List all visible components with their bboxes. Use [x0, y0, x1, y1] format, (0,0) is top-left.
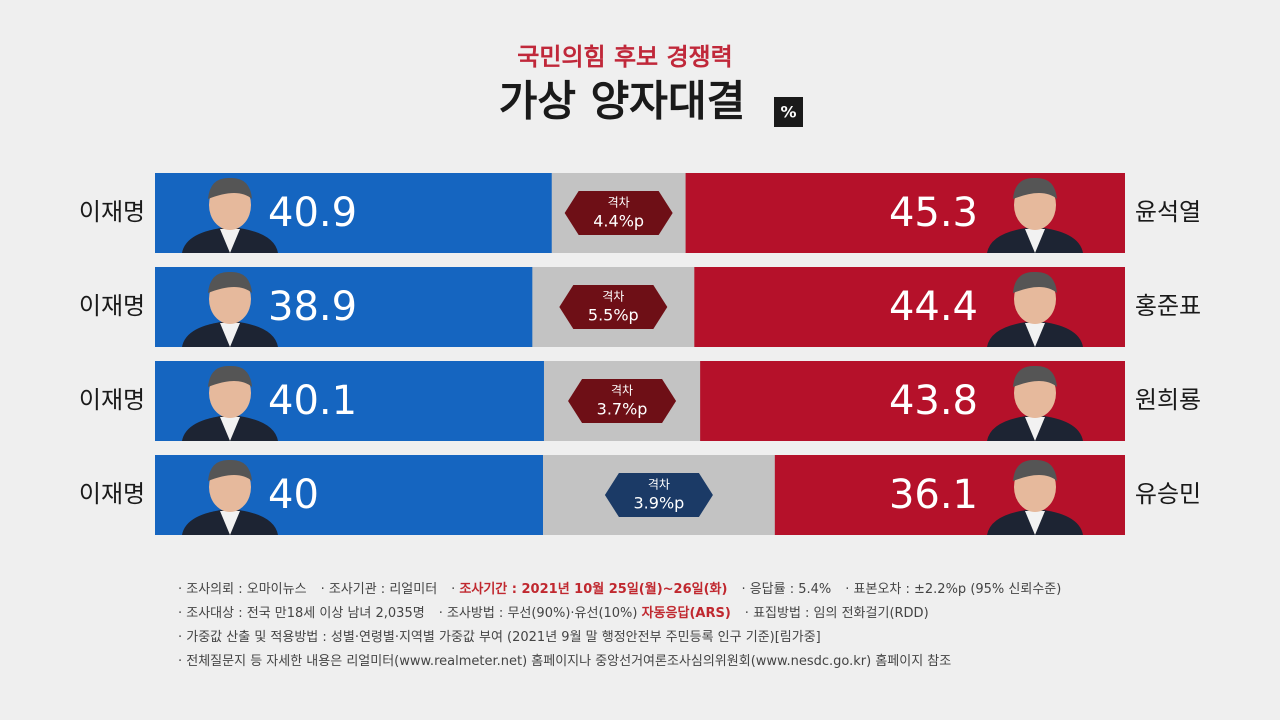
note-text: 조사방법 : 무선(90%)·유선(10%) — [446, 606, 642, 621]
photo-shirt — [220, 511, 240, 535]
note-line: 전체질문지 등 자세한 내용은 리얼미터(www.realmeter.net) … — [178, 650, 1075, 674]
gap-label: 3.9%p — [634, 494, 685, 513]
chart-subtitle: 가상 양자대결 — [499, 77, 745, 126]
note-text: 조사의뢰 : 오마이뉴스 — [186, 582, 307, 597]
candidate-photo — [987, 459, 1083, 535]
candidate-photo — [182, 271, 278, 347]
candidate-photo — [182, 177, 278, 253]
photo-shirt — [220, 229, 240, 253]
right-name: 홍준표 — [1135, 292, 1201, 320]
notes: 조사의뢰 : 오마이뉴스 조사기관 : 리얼미터 조사기간 : 2021년 10월 … — [178, 578, 1075, 674]
note-item: 조사대상 : 전국 만18세 이상 남녀 2,035명 — [178, 606, 425, 621]
photo-shirt — [1025, 229, 1045, 253]
gap-badge — [568, 379, 677, 423]
note-text: 가중값 산출 및 적용방법 : 성별·연령별·지역별 가중값 부여 (2021년… — [186, 630, 821, 645]
note-item: 조사기간 : 2021년 10월 25일(월)~26일(화) — [451, 582, 727, 597]
candidate-photo — [182, 365, 278, 441]
photo-shirt — [1025, 511, 1045, 535]
candidate-photo — [987, 177, 1083, 253]
note-item: 응답률 : 5.4% — [741, 582, 831, 597]
right-value-label: 43.8 — [889, 378, 978, 424]
note-item: 표집방법 : 임의 전화걸기(RDD) — [745, 606, 929, 621]
left-name: 이재명 — [79, 480, 145, 508]
note-item: 조사기관 : 리얼미터 — [321, 582, 438, 597]
gap-badge — [564, 191, 673, 235]
left-value-label: 40 — [268, 472, 319, 518]
right-name: 윤석열 — [1135, 198, 1201, 226]
unit-box — [774, 97, 803, 127]
left-name: 이재명 — [79, 198, 145, 226]
right-value-label: 45.3 — [889, 190, 978, 236]
note-line: 조사의뢰 : 오마이뉴스 조사기관 : 리얼미터 조사기간 : 2021년 10월 … — [178, 578, 1075, 602]
left-value-label: 38.9 — [268, 284, 357, 330]
gap-title: 격차 — [648, 478, 670, 492]
gap-label: 4.4%p — [593, 212, 644, 231]
gap-badge — [559, 285, 668, 329]
photo-shirt — [1025, 323, 1045, 347]
candidate-photo — [987, 365, 1083, 441]
note-text: 조사기관 : 리얼미터 — [328, 582, 438, 597]
gap-title: 격차 — [602, 290, 624, 304]
left-value-label: 40.9 — [268, 190, 357, 236]
unit-label: % — [780, 103, 796, 122]
photo-shirt — [1025, 417, 1045, 441]
photo-hair — [208, 271, 252, 293]
right-name: 유승민 — [1135, 480, 1201, 508]
right-value-label: 44.4 — [889, 284, 978, 330]
note-item: 전체질문지 등 자세한 내용은 리얼미터(www.realmeter.net) … — [178, 654, 951, 669]
photo-shirt — [220, 323, 240, 347]
photo-hair — [1013, 271, 1057, 293]
gap-badge — [604, 473, 713, 517]
gap-label: 5.5%p — [588, 306, 639, 325]
photo-hair — [1013, 459, 1057, 481]
right-name: 원희룡 — [1135, 386, 1201, 414]
photo-hair — [1013, 177, 1057, 199]
photo-hair — [208, 365, 252, 387]
note-item: 조사의뢰 : 오마이뉴스 — [178, 582, 307, 597]
candidate-photo — [182, 459, 278, 535]
photo-hair — [1013, 365, 1057, 387]
left-name: 이재명 — [79, 292, 145, 320]
note-item: 조사방법 : 무선(90%)·유선(10%) 자동응답(ARS) — [439, 606, 731, 621]
note-item: 가중값 산출 및 적용방법 : 성별·연령별·지역별 가중값 부여 (2021년… — [178, 630, 821, 645]
note-text: 자동응답(ARS) — [641, 606, 731, 621]
chart-title: 국민의힘 후보 경쟁력 — [517, 43, 732, 71]
note-text: 응답률 : 5.4% — [749, 582, 832, 597]
note-item: 표본오차 : ±2.2%p (95% 신뢰수준) — [845, 582, 1061, 597]
note-text: 전체질문지 등 자세한 내용은 리얼미터(www.realmeter.net) … — [186, 654, 952, 669]
note-line: 조사대상 : 전국 만18세 이상 남녀 2,035명 조사방법 : 무선(90%… — [178, 602, 1075, 626]
left-name: 이재명 — [79, 386, 145, 414]
gap-label: 3.7%p — [597, 400, 648, 419]
photo-hair — [208, 459, 252, 481]
gap-title: 격차 — [611, 384, 633, 398]
note-line: 가중값 산출 및 적용방법 : 성별·연령별·지역별 가중값 부여 (2021년… — [178, 626, 1075, 650]
left-value-label: 40.1 — [268, 378, 357, 424]
note-text: 조사기간 : 2021년 10월 25일(월)~26일(화) — [459, 582, 728, 597]
candidate-photo — [987, 271, 1083, 347]
note-text: 표집방법 : 임의 전화걸기(RDD) — [753, 606, 929, 621]
note-text: 조사대상 : 전국 만18세 이상 남녀 2,035명 — [186, 606, 425, 621]
gap-title: 격차 — [608, 196, 630, 210]
right-value-label: 36.1 — [889, 472, 978, 518]
note-text: 표본오차 : ±2.2%p (95% 신뢰수준) — [853, 582, 1062, 597]
photo-hair — [208, 177, 252, 199]
photo-shirt — [220, 417, 240, 441]
